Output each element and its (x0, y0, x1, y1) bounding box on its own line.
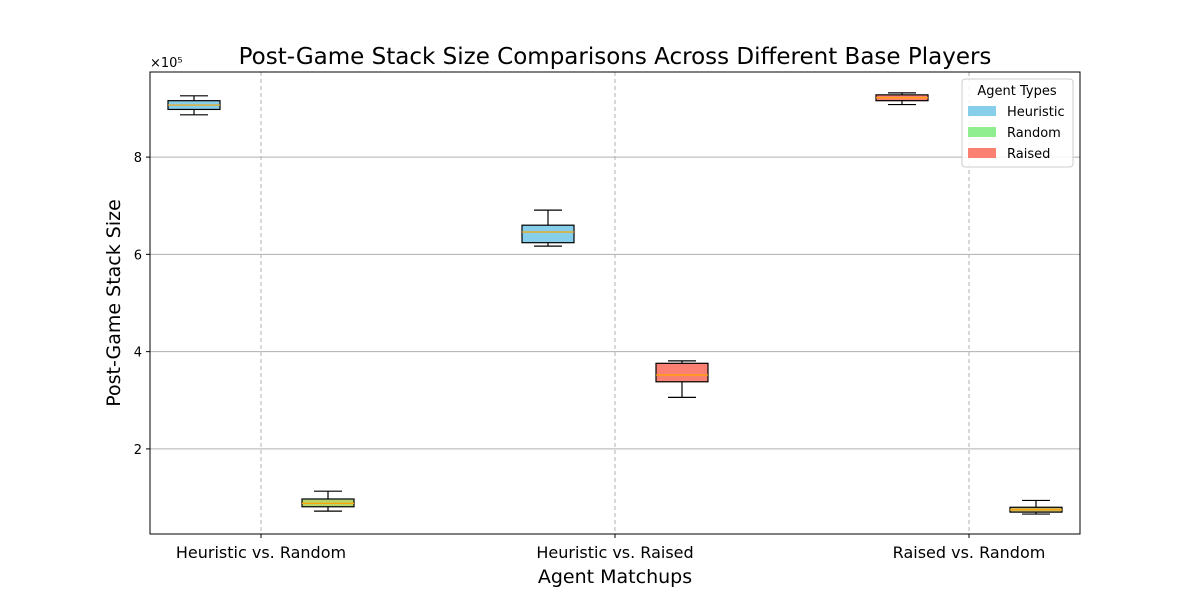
x-category-label: Heuristic vs. Raised (536, 543, 693, 562)
x-ticks: Heuristic vs. Random Heuristic vs. Raised… (176, 534, 1045, 562)
x-category-label: Raised vs. Random (893, 543, 1046, 562)
x-category-label: Heuristic vs. Random (176, 543, 346, 562)
legend: Agent Types Heuristic Random Raised (961, 78, 1074, 168)
box-random (1009, 499, 1063, 515)
legend-swatch-heuristic (968, 106, 996, 116)
box-layer (167, 92, 1063, 515)
iqr-box (655, 362, 709, 383)
legend-label-raised: Raised (1007, 147, 1050, 162)
y-scale-label: ×10⁵ (150, 56, 183, 71)
legend-swatch-random (968, 127, 996, 137)
box-raised (655, 360, 709, 398)
y-ticks: 2 4 6 8 (134, 151, 150, 458)
y-tick-label: 8 (134, 151, 142, 166)
grid-layer (150, 72, 1080, 534)
legend-entries: Heuristic Random Raised (968, 105, 1065, 162)
y-tick-label: 2 (134, 443, 142, 458)
box-heuristic (521, 209, 575, 247)
legend-swatch-raised (968, 148, 996, 158)
x-axis-label: Agent Matchups (538, 566, 692, 588)
legend-label-random: Random (1007, 126, 1061, 141)
box-random (301, 490, 355, 512)
legend-title: Agent Types (977, 84, 1056, 99)
y-tick-label: 4 (134, 346, 142, 361)
box-heuristic (167, 95, 221, 116)
legend-label-heuristic: Heuristic (1007, 105, 1065, 120)
box-raised (875, 92, 929, 106)
y-tick-label: 6 (134, 248, 142, 263)
y-axis-label: Post-Game Stack Size (103, 199, 125, 407)
iqr-box (521, 224, 575, 244)
chart-title: Post-Game Stack Size Comparisons Across … (239, 44, 992, 70)
legend-frame (961, 78, 1074, 168)
